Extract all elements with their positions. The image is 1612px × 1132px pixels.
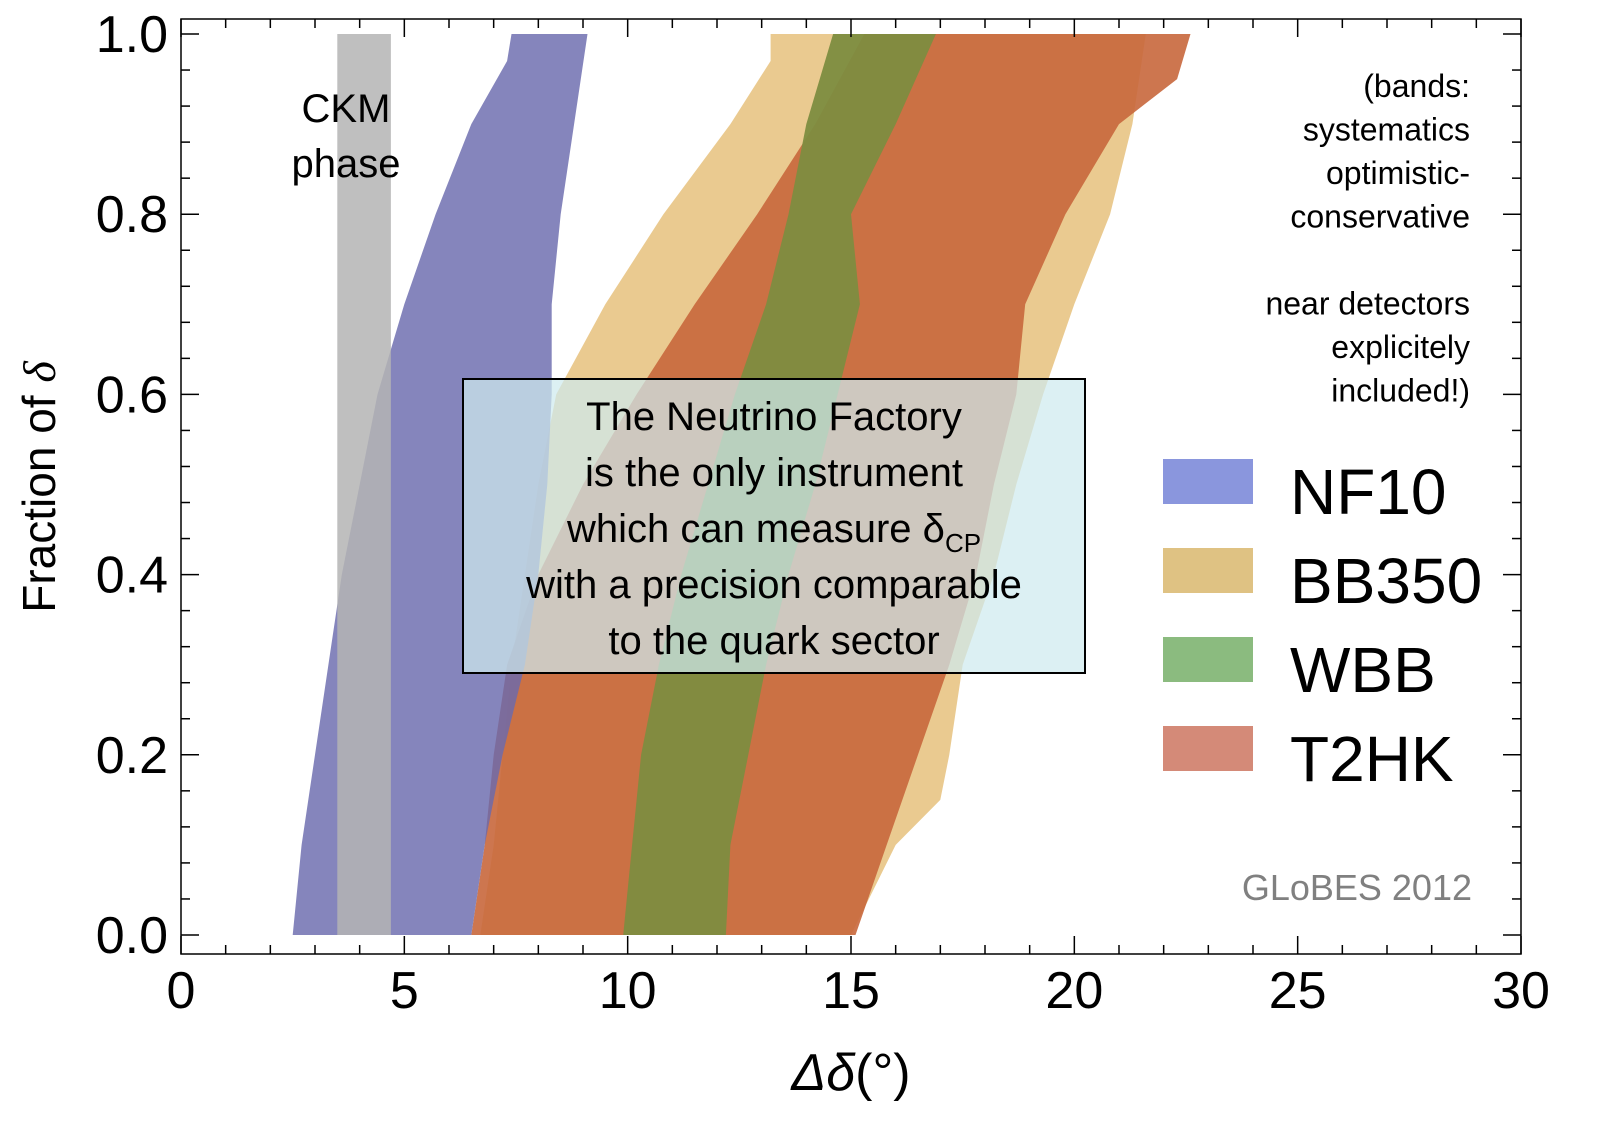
x-tick-labels: 0 5 10 15 20 25 30 [167, 962, 1550, 1020]
y-tick-label: 0.4 [96, 547, 168, 605]
y-tick-label: 0.0 [96, 907, 168, 965]
x-axis-label: Δδ(°) [789, 1044, 910, 1102]
x-tick-label: 0 [167, 962, 196, 1020]
annotation-box-text: The Neutrino Factory is the only instrume… [525, 395, 1022, 663]
note-line: explicitely [1331, 329, 1470, 365]
annotation-box: The Neutrino Factory is the only instrume… [462, 378, 1086, 674]
y-axis-label: Fraction of δ [13, 361, 65, 613]
legend-label-bb350: BB350 [1290, 545, 1482, 617]
legend-label-nf10: NF10 [1290, 456, 1447, 528]
y-tick-label: 1.0 [96, 6, 168, 64]
legend-swatch-wbb [1163, 637, 1253, 682]
box-line: is the only instrument [585, 451, 963, 495]
legend-label-t2hk: T2HK [1290, 723, 1454, 795]
ckm-label-line2: phase [292, 142, 401, 186]
note-line: optimistic- [1326, 155, 1470, 191]
legend-label-wbb: WBB [1290, 634, 1436, 706]
y-tick-label: 0.2 [96, 727, 168, 785]
y-tick-label: 0.6 [96, 366, 168, 424]
box-line: which can measure δCP [566, 507, 981, 558]
x-tick-label: 25 [1269, 962, 1327, 1020]
note-line: conservative [1290, 199, 1470, 235]
legend-swatch-nf10 [1163, 459, 1253, 504]
tick-marks [180, 19, 1522, 954]
legend-swatch-t2hk [1163, 726, 1253, 771]
note-line: systematics [1303, 112, 1470, 148]
y-tick-labels: 0.0 0.2 0.4 0.6 0.8 1.0 [96, 6, 168, 965]
y-tick-label: 0.8 [96, 186, 168, 244]
ckm-label-line1: CKM [302, 87, 391, 131]
x-tick-label: 5 [390, 962, 419, 1020]
annotation-box-bg [462, 378, 1086, 674]
x-tick-label: 10 [599, 962, 657, 1020]
note-line: (bands: [1363, 68, 1470, 104]
band-ckm-phase [337, 34, 391, 935]
note-line: near detectors [1265, 286, 1470, 322]
systematics-note: (bands: systematics optimistic-conservativ… [1265, 68, 1470, 409]
box-line: with a precision comparable [525, 563, 1022, 607]
note-line: included!) [1331, 373, 1470, 409]
credit-label: GLoBES 2012 [1242, 867, 1472, 908]
x-tick-label: 15 [822, 962, 880, 1020]
box-line: The Neutrino Factory [586, 395, 962, 439]
legend-swatch-bb350 [1163, 548, 1253, 593]
x-tick-label: 20 [1045, 962, 1103, 1020]
box-line: to the quark sector [608, 619, 939, 663]
x-tick-label: 30 [1492, 962, 1550, 1020]
legend: NF10 BB350 WBB T2HK [1163, 456, 1482, 795]
